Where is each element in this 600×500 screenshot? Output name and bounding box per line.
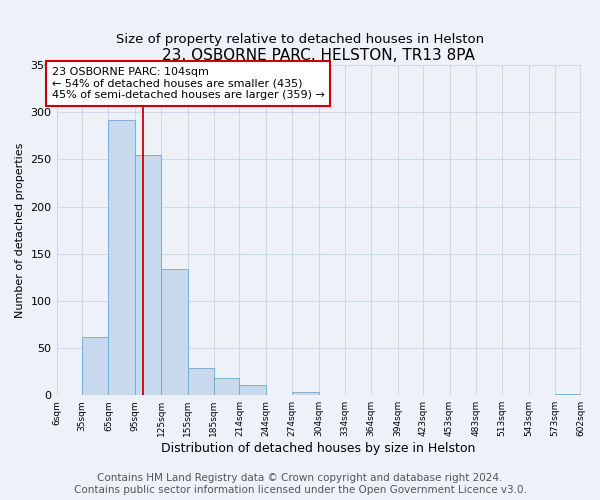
Bar (239, 385, 266, 395)
Y-axis label: Number of detached properties: Number of detached properties (15, 142, 25, 318)
Bar (555, 394, 580, 395)
Bar (161, 269, 188, 395)
Text: Size of property relative to detached houses in Helston: Size of property relative to detached ho… (116, 32, 484, 46)
Title: 23, OSBORNE PARC, HELSTON, TR13 8PA: 23, OSBORNE PARC, HELSTON, TR13 8PA (162, 48, 475, 62)
Bar (214, 378, 239, 395)
Bar (82, 336, 109, 395)
Text: Contains HM Land Registry data © Crown copyright and database right 2024.
Contai: Contains HM Land Registry data © Crown c… (74, 474, 526, 495)
Text: 23 OSBORNE PARC: 104sqm
← 54% of detached houses are smaller (435)
45% of semi-d: 23 OSBORNE PARC: 104sqm ← 54% of detache… (52, 67, 325, 100)
Bar (109, 120, 135, 395)
X-axis label: Distribution of detached houses by size in Helston: Distribution of detached houses by size … (161, 442, 476, 455)
Bar (188, 368, 214, 395)
Bar (135, 154, 161, 395)
Bar (292, 392, 319, 395)
